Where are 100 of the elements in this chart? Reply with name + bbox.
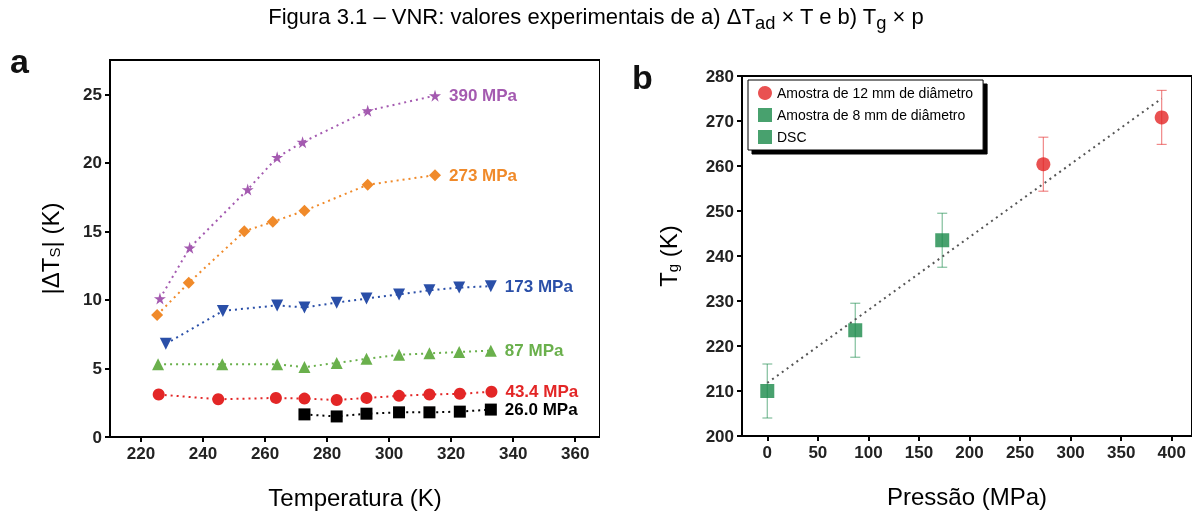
point — [298, 301, 311, 314]
point — [212, 393, 225, 406]
legend-label: Amostra de 8 mm de diâmetro — [777, 107, 966, 123]
point — [298, 361, 311, 374]
point — [848, 323, 863, 338]
y-tick-label: 5 — [92, 358, 102, 378]
point — [485, 385, 498, 398]
x-tick-label: 340 — [498, 444, 528, 463]
point — [760, 384, 775, 398]
point — [429, 89, 442, 102]
point — [238, 225, 251, 238]
point — [298, 204, 311, 217]
x-tick-label: 0 — [762, 443, 773, 462]
point — [361, 104, 374, 117]
point — [298, 408, 311, 421]
point — [271, 151, 284, 164]
x-tick-label: 250 — [1005, 443, 1035, 462]
x-tick-label: 50 — [808, 443, 828, 462]
point — [152, 388, 165, 401]
series-label: 390 MPa — [449, 86, 518, 106]
point — [935, 233, 950, 248]
y-tick-label: 20 — [83, 153, 102, 173]
point — [453, 405, 466, 418]
point — [330, 410, 343, 423]
point — [298, 392, 311, 405]
point — [266, 215, 279, 228]
point — [153, 292, 166, 305]
series-label: 26.0 MPa — [504, 400, 579, 420]
y-axis-title: Tg (K) — [654, 225, 682, 287]
x-tick-label: 220 — [126, 444, 156, 463]
point — [393, 288, 406, 301]
point — [151, 308, 164, 321]
point — [330, 356, 343, 369]
point — [484, 280, 497, 293]
point — [330, 393, 343, 406]
point — [423, 284, 436, 297]
x-tick-label: 320 — [436, 444, 466, 463]
series-label: 43.4 MPa — [505, 382, 579, 402]
y-tick-label: 0 — [92, 427, 102, 447]
y-tick-label: 10 — [83, 290, 102, 310]
point — [429, 169, 442, 182]
point — [423, 388, 436, 401]
y-tick-label: 15 — [83, 221, 102, 241]
x-tick-label: 400 — [1157, 443, 1186, 462]
point — [269, 391, 282, 404]
x-axis-title: Temperatura (K) — [268, 483, 442, 511]
point — [296, 136, 309, 149]
y-tick-label: 220 — [705, 336, 734, 356]
text: b — [632, 58, 653, 96]
point — [330, 296, 343, 309]
point — [453, 387, 466, 400]
x-tick-label: 280 — [312, 444, 342, 463]
x-tick-label: 240 — [188, 444, 218, 463]
x-tick-label: 150 — [904, 443, 934, 462]
legend-label: DSC — [777, 129, 807, 145]
x-tick-label: 260 — [250, 444, 280, 463]
point — [159, 337, 172, 350]
point — [216, 304, 229, 317]
point — [271, 358, 284, 371]
x-tick-label: 300 — [1056, 443, 1085, 462]
y-tick-label: 260 — [705, 156, 734, 176]
point — [216, 358, 229, 371]
y-tick-label: 200 — [705, 426, 734, 446]
point — [183, 241, 196, 254]
series-label: 87 MPa — [504, 341, 564, 361]
point — [393, 389, 406, 402]
series-label: 273 MPa — [449, 165, 518, 185]
y-tick-label: 210 — [705, 381, 734, 401]
y-tick-label: 230 — [705, 291, 734, 311]
legend-label: Amostra de 12 mm de diâmetro — [777, 85, 974, 101]
point — [361, 178, 374, 191]
x-tick-label: 350 — [1107, 443, 1136, 462]
y-tick-label: 280 — [705, 66, 734, 86]
point — [271, 299, 284, 312]
point — [484, 403, 497, 416]
y-tick-label: 25 — [83, 84, 102, 104]
y-tick-label: 240 — [705, 246, 734, 266]
point — [423, 406, 436, 419]
point — [393, 348, 406, 361]
point — [360, 292, 373, 305]
y-axis-title: |ΔTS| (K) — [36, 202, 64, 295]
chart-title: Figura 3.1 – VNR: valores experimentais de a) ΔT$_{ad}$ × T e b) T$_{g}$ × p — [267, 4, 925, 35]
x-tick-label: 100 — [854, 443, 883, 462]
point — [360, 391, 373, 404]
point — [453, 281, 466, 294]
point — [152, 358, 165, 371]
point — [360, 352, 373, 365]
y-tick-label: 250 — [705, 201, 734, 221]
point — [182, 276, 195, 289]
point — [241, 183, 254, 196]
x-axis-title: Pressão (MPa) — [886, 482, 1048, 510]
point — [423, 347, 436, 360]
point — [360, 407, 373, 420]
point — [1036, 157, 1051, 172]
x-tick-label: 200 — [955, 443, 984, 462]
x-tick-label: 300 — [374, 444, 404, 463]
point — [453, 346, 466, 358]
point — [484, 344, 497, 357]
text: a — [10, 42, 30, 80]
series-label: 173 MPa — [504, 276, 574, 296]
